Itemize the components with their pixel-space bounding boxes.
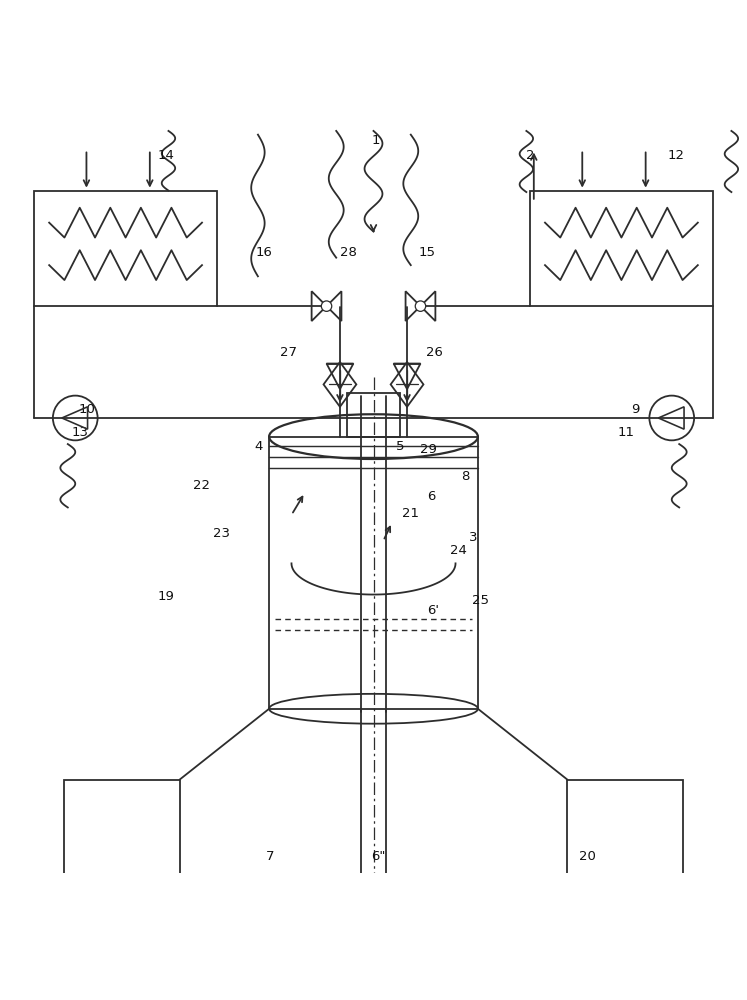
Text: 8: 8 xyxy=(461,470,469,483)
Text: 16: 16 xyxy=(255,246,273,259)
Bar xyxy=(34,191,217,306)
Text: 29: 29 xyxy=(420,443,436,456)
Circle shape xyxy=(415,301,426,311)
Text: 5: 5 xyxy=(396,440,404,453)
Text: 6': 6' xyxy=(427,604,439,617)
Text: 7: 7 xyxy=(265,850,274,863)
Text: 26: 26 xyxy=(426,346,442,359)
Text: 2: 2 xyxy=(527,149,535,162)
Text: 23: 23 xyxy=(213,527,230,540)
Text: 15: 15 xyxy=(418,246,436,259)
Text: 21: 21 xyxy=(402,507,419,520)
Circle shape xyxy=(321,301,332,311)
Bar xyxy=(269,437,478,709)
Bar xyxy=(568,780,683,910)
Text: 13: 13 xyxy=(72,426,89,439)
Bar xyxy=(530,191,713,306)
Text: 28: 28 xyxy=(340,246,357,259)
Text: 19: 19 xyxy=(158,590,174,603)
Text: 4: 4 xyxy=(254,440,263,453)
Text: 27: 27 xyxy=(280,346,297,359)
Bar xyxy=(269,914,478,962)
Text: 6: 6 xyxy=(427,490,436,503)
Text: 1: 1 xyxy=(372,134,380,147)
Text: 20: 20 xyxy=(578,850,595,863)
Text: 25: 25 xyxy=(472,594,489,607)
Text: 24: 24 xyxy=(450,544,466,557)
Text: 10: 10 xyxy=(79,403,96,416)
Text: 11: 11 xyxy=(618,426,635,439)
Text: 6": 6" xyxy=(371,850,385,863)
Text: 22: 22 xyxy=(193,479,210,492)
Bar xyxy=(347,393,400,437)
Bar xyxy=(64,780,179,910)
Text: 14: 14 xyxy=(158,149,174,162)
Text: 3: 3 xyxy=(469,531,477,544)
Text: 9: 9 xyxy=(630,403,639,416)
Text: 12: 12 xyxy=(668,149,685,162)
